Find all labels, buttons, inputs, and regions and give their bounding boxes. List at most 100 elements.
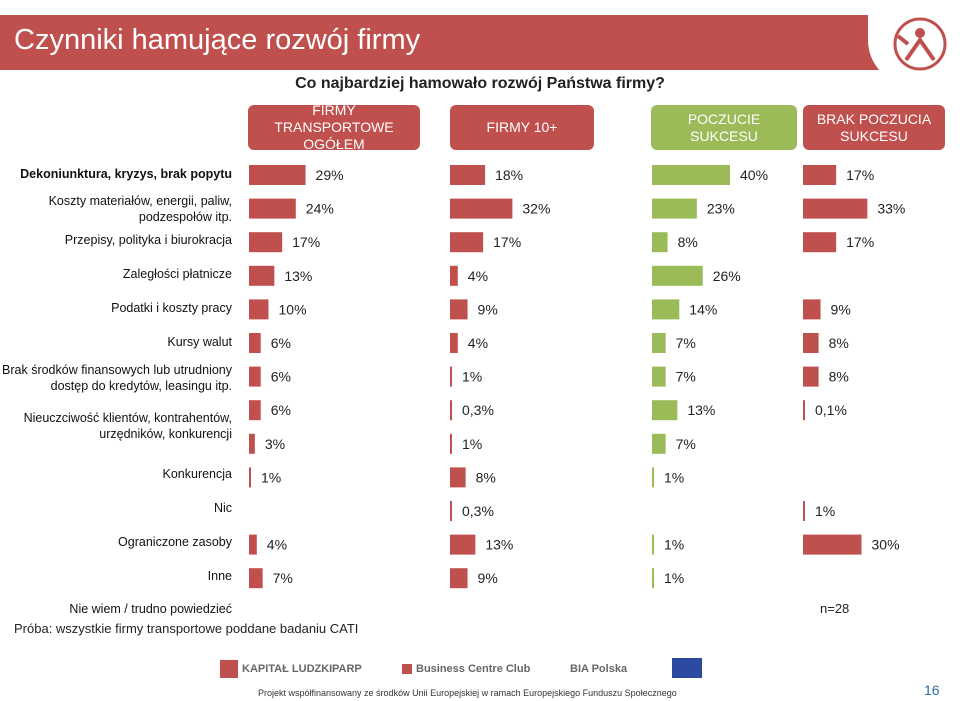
category-label: Konkurencja (162, 467, 233, 481)
footer-logo-label: PARP (332, 663, 362, 675)
bar (249, 366, 261, 387)
data-label: 7% (676, 335, 696, 351)
bar (803, 299, 821, 320)
data-label: 17% (846, 167, 874, 183)
bar (803, 165, 837, 185)
bar (652, 265, 703, 286)
bar (450, 467, 466, 488)
footer-logo-bia: BIA Polska (570, 658, 627, 680)
footer-logos: KAPITAŁ LUDZKI PARP Business Centre Club… (220, 654, 920, 684)
page-title: Czynniki hamujące rozwój firmy (14, 24, 421, 56)
data-label: 4% (468, 335, 488, 351)
bar (249, 400, 261, 421)
category-label: Brak środków finansowych lub utrudniony … (2, 363, 232, 393)
series-header-label: FIRMY 10+ (486, 119, 558, 135)
bar (450, 433, 452, 454)
bar (249, 467, 251, 488)
category-label: Zaległości płatnicze (122, 267, 232, 281)
data-label: 6% (271, 335, 291, 351)
bar (652, 433, 666, 454)
bar (249, 534, 257, 555)
bar (450, 198, 513, 219)
data-label: 0,1% (815, 402, 847, 418)
bar (450, 534, 476, 555)
series-header-label: BRAK POCZUCIA SUKCESU (816, 110, 932, 144)
data-label: 8% (476, 469, 496, 485)
category-label: Koszty materiałów, energii, paliw, podze… (48, 194, 232, 224)
category-label: Nieuczciwość klientów, kontrahentów, urz… (23, 411, 232, 441)
data-label: 7% (676, 369, 696, 385)
flag-icon (220, 660, 238, 678)
footer-logo-kapital: KAPITAŁ LUDZKI (220, 658, 332, 680)
bar (249, 165, 306, 185)
category-label: Nic (213, 501, 232, 515)
category-label: Ograniczone zasoby (118, 535, 232, 549)
data-label: 17% (846, 234, 874, 250)
bar (450, 568, 468, 589)
data-label: 29% (316, 167, 344, 183)
data-label: 26% (713, 268, 741, 284)
funding-note: Projekt współfinansowany ze środków Unii… (258, 688, 677, 698)
category-label: Inne (207, 569, 232, 583)
n-note: n=28 (820, 601, 850, 616)
bar (249, 568, 263, 589)
data-label: 40% (740, 167, 768, 183)
footer-logo-parp: PARP (332, 658, 362, 680)
data-label: 1% (462, 369, 482, 385)
data-label: 9% (478, 570, 498, 586)
bar (652, 232, 668, 253)
category-label: Dekoniunktura, kryzys, brak popytu (20, 167, 232, 181)
page-number: 16 (924, 682, 940, 698)
data-label: 9% (831, 301, 851, 317)
data-label: 13% (687, 402, 715, 418)
data-label: 1% (815, 503, 835, 519)
data-label: 17% (493, 234, 521, 250)
data-label: 8% (829, 369, 849, 385)
bar (652, 366, 666, 387)
footer-logo-label: BIA Polska (570, 663, 628, 675)
bar (249, 232, 283, 253)
data-label: 7% (273, 570, 293, 586)
survey-question: Co najbardziej hamowało rozwój Państwa f… (295, 75, 665, 92)
bar (450, 232, 484, 253)
data-label: 9% (478, 301, 498, 317)
bar (652, 165, 730, 185)
data-label: 1% (664, 570, 684, 586)
data-label: 33% (877, 201, 905, 217)
data-label: 7% (676, 436, 696, 452)
footer-logo-label: KAPITAŁ LUDZKI (242, 663, 333, 675)
data-label: 18% (495, 167, 523, 183)
brand-logo-icon (893, 17, 947, 71)
data-label: 30% (872, 537, 900, 553)
data-label: 0,3% (462, 402, 494, 418)
title-bar: Czynniki hamujące rozwój firmy (0, 15, 960, 70)
square-icon (402, 664, 412, 674)
data-label: 17% (292, 234, 320, 250)
data-label: 6% (271, 369, 291, 385)
bar (450, 400, 452, 421)
series-header-1: FIRMY 10+ (450, 105, 594, 150)
data-label: 13% (485, 537, 513, 553)
series-header-label: FIRMY TRANSPORTOWE OGÓŁEM (274, 102, 394, 152)
bar (652, 400, 678, 421)
bar (450, 165, 486, 185)
bar (249, 198, 296, 219)
bar (249, 433, 255, 454)
bar (249, 265, 275, 286)
bar (803, 232, 837, 253)
data-label: 0,3% (462, 503, 494, 519)
bar (803, 366, 819, 387)
data-label: 1% (462, 436, 482, 452)
series-header-2: POCZUCIE SUKCESU (651, 105, 797, 150)
series-header-3: BRAK POCZUCIA SUKCESU (803, 105, 945, 150)
bar (652, 198, 697, 219)
data-label: 14% (689, 301, 717, 317)
data-label: 32% (522, 201, 550, 217)
data-label: 13% (284, 268, 312, 284)
logo-corner (868, 0, 960, 86)
data-label: 3% (265, 436, 285, 452)
data-label: 1% (664, 469, 684, 485)
data-label: 23% (707, 201, 735, 217)
bar (803, 501, 805, 521)
